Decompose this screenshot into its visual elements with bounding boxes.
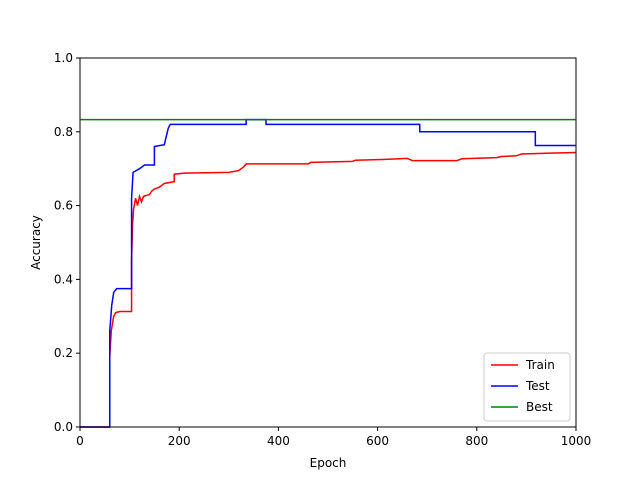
x-tick-label: 0 bbox=[76, 434, 84, 448]
series-line-test bbox=[80, 118, 576, 428]
y-tick-label: 0.6 bbox=[54, 199, 73, 213]
x-tick-label: 1000 bbox=[561, 434, 592, 448]
x-tick-label: 800 bbox=[465, 434, 488, 448]
y-tick-label: 0.4 bbox=[54, 272, 73, 286]
legend-label-best: Best bbox=[526, 400, 553, 414]
legend: Train Test Best bbox=[483, 352, 571, 422]
x-tick-label: 600 bbox=[366, 434, 389, 448]
x-axis-label: Epoch bbox=[310, 456, 347, 470]
y-tick-label: 0.0 bbox=[54, 420, 73, 434]
y-tick-label: 0.8 bbox=[54, 125, 73, 139]
legend-box bbox=[483, 352, 571, 422]
y-tick-label: 1.0 bbox=[54, 51, 73, 65]
x-tick-label: 200 bbox=[168, 434, 191, 448]
series-line-train bbox=[80, 151, 577, 428]
plot-lines bbox=[80, 118, 577, 428]
y-axis-ticks: 0.0 0.2 0.4 0.6 0.8 1.0 bbox=[54, 51, 80, 434]
legend-label-test: Test bbox=[525, 379, 550, 393]
plot-frame bbox=[79, 57, 577, 428]
legend-label-train: Train bbox=[525, 358, 555, 372]
y-axis-label: Accuracy bbox=[29, 215, 43, 270]
x-axis-ticks: 0 200 400 600 800 1000 bbox=[76, 427, 591, 448]
x-tick-label: 400 bbox=[267, 434, 290, 448]
y-tick-label: 0.2 bbox=[54, 346, 73, 360]
